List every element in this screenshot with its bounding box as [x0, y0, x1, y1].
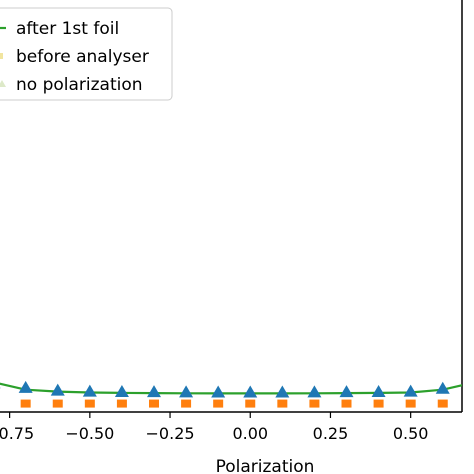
data-point-triangle — [114, 384, 129, 397]
data-point-triangle — [82, 384, 97, 397]
data-point-triangle — [18, 380, 33, 393]
legend-symbol — [0, 80, 6, 87]
data-point-square — [373, 399, 384, 408]
series-layer — [0, 376, 474, 408]
x-tick-label: 0.50 — [393, 424, 429, 443]
data-point-triangle — [211, 385, 226, 398]
data-point-square — [470, 400, 474, 408]
axes: −0.75 −0.50 −0.25 0.00 0.25 0.50 Polarization — [0, 0, 463, 474]
data-point-triangle — [371, 384, 386, 397]
data-point-square — [52, 399, 63, 408]
data-point-triangle — [307, 385, 322, 398]
data-point-triangle — [435, 381, 450, 394]
x-tick-label: −0.50 — [65, 424, 114, 443]
data-point-square — [309, 399, 320, 408]
legend-frame — [0, 7, 173, 101]
data-point-triangle — [243, 385, 258, 398]
x-tick-label: 0.00 — [232, 424, 268, 443]
x-tick-label: −0.25 — [146, 424, 195, 443]
data-point-square — [341, 399, 352, 408]
x-axis-label: Polarization — [216, 457, 315, 474]
data-point-triangle — [50, 383, 65, 396]
series-triangle — [0, 376, 474, 398]
legend-entry-label: after 1st foil — [16, 19, 119, 39]
data-point-triangle — [0, 387, 1, 389]
data-point-square — [245, 399, 256, 408]
data-point-square — [20, 399, 31, 408]
series-line — [0, 382, 462, 395]
data-point-square — [181, 399, 192, 408]
data-point-square — [213, 399, 224, 408]
data-point-square — [277, 399, 288, 408]
data-point-square — [84, 399, 95, 408]
data-point-triangle — [468, 376, 474, 388]
data-point-square — [437, 399, 448, 408]
x-tick-label: −0.75 — [0, 424, 34, 443]
series-square — [20, 399, 474, 408]
data-point-triangle — [403, 384, 418, 397]
data-point-square — [405, 399, 416, 408]
data-point-triangle — [179, 385, 194, 398]
series-line — [0, 382, 462, 395]
data-point-square — [149, 399, 159, 408]
x-tick-label: 0.25 — [313, 424, 349, 443]
data-point-square — [116, 399, 127, 408]
legend-entry-label: before analyser — [16, 47, 149, 67]
data-point-triangle — [275, 385, 290, 398]
legend-symbol — [0, 53, 3, 59]
data-point-triangle — [147, 385, 161, 398]
legend-entry-label: no polarization — [16, 75, 143, 95]
legend: after 1st foil before analyser no polariza… — [0, 7, 173, 101]
data-point-triangle — [339, 385, 354, 398]
